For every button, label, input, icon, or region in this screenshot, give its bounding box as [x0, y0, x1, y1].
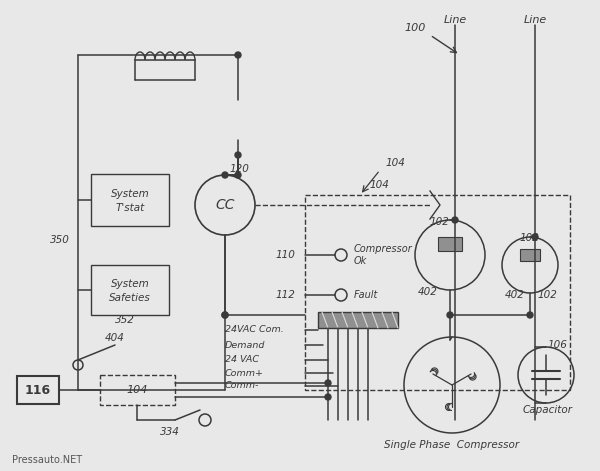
- Text: 112: 112: [275, 290, 295, 300]
- Bar: [520, 249, 540, 261]
- Text: 404: 404: [105, 333, 125, 343]
- Text: Demand: Demand: [225, 341, 265, 349]
- Bar: [438, 237, 462, 251]
- Text: Capacitor: Capacitor: [523, 405, 573, 415]
- Circle shape: [235, 52, 241, 58]
- Text: T'stat: T'stat: [115, 203, 145, 213]
- Text: 100: 100: [404, 23, 425, 33]
- Text: 102: 102: [430, 217, 450, 227]
- Text: Line: Line: [443, 15, 467, 25]
- Text: 116: 116: [25, 383, 51, 397]
- Circle shape: [235, 152, 241, 158]
- Circle shape: [222, 312, 228, 318]
- Text: 402: 402: [418, 287, 438, 297]
- Bar: [91, 174, 169, 226]
- Text: 352: 352: [115, 315, 135, 325]
- Bar: [17, 376, 59, 404]
- Text: Line: Line: [523, 15, 547, 25]
- Text: Comm+: Comm+: [225, 368, 264, 377]
- Text: 104: 104: [385, 158, 405, 168]
- Bar: [305, 195, 570, 390]
- Circle shape: [222, 172, 228, 178]
- Text: CC: CC: [215, 198, 235, 212]
- Bar: [91, 265, 169, 315]
- Text: 102: 102: [537, 290, 557, 300]
- Bar: [100, 375, 175, 405]
- Text: System: System: [110, 189, 149, 199]
- Text: Compressor: Compressor: [354, 244, 413, 254]
- Text: Pressauto.NET: Pressauto.NET: [12, 455, 82, 465]
- Circle shape: [325, 394, 331, 400]
- Circle shape: [325, 380, 331, 386]
- Text: System: System: [110, 279, 149, 289]
- Text: 24VAC Com.: 24VAC Com.: [225, 325, 284, 334]
- Text: 104: 104: [370, 180, 390, 190]
- Text: 120: 120: [230, 164, 250, 174]
- Text: 24 VAC: 24 VAC: [225, 356, 259, 365]
- Text: Single Phase  Compressor: Single Phase Compressor: [385, 440, 520, 450]
- Circle shape: [447, 312, 453, 318]
- Text: 350: 350: [50, 235, 70, 245]
- Circle shape: [532, 234, 538, 240]
- Circle shape: [235, 172, 241, 178]
- Text: 106: 106: [548, 340, 568, 350]
- Text: 104: 104: [127, 385, 148, 395]
- Circle shape: [527, 312, 533, 318]
- Text: Fault: Fault: [354, 290, 379, 300]
- Text: Ok: Ok: [354, 256, 367, 266]
- Circle shape: [452, 217, 458, 223]
- Text: Safeties: Safeties: [109, 293, 151, 303]
- Text: 102: 102: [520, 233, 540, 243]
- Text: Comm-: Comm-: [225, 382, 259, 390]
- Text: 334: 334: [160, 427, 180, 437]
- Text: 402: 402: [505, 290, 525, 300]
- Text: 110: 110: [275, 250, 295, 260]
- Bar: [318, 312, 398, 328]
- Circle shape: [222, 312, 228, 318]
